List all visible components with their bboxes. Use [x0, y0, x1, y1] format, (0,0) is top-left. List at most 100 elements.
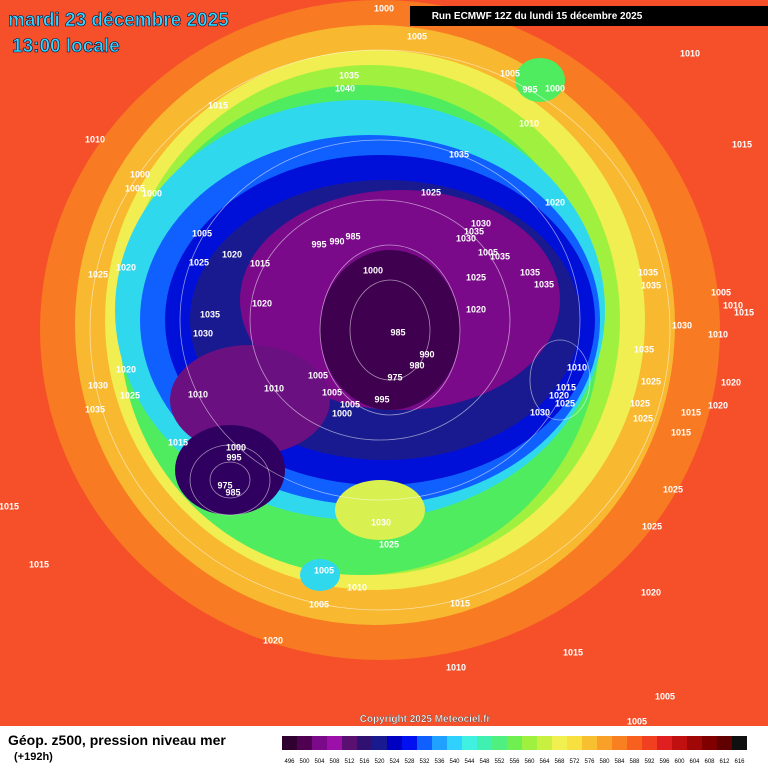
legend-label: 608: [704, 759, 715, 765]
isobar-label: 985: [390, 327, 405, 337]
legend-swatch: [297, 736, 312, 750]
isobar-label: 1015: [671, 427, 691, 437]
legend-swatch: [582, 736, 597, 750]
isobar-label: 1030: [530, 407, 550, 417]
isobar-label: 1010: [446, 662, 466, 672]
isobar-label: 1010: [519, 118, 539, 128]
legend-swatch: [372, 736, 387, 750]
legend-label: 564: [539, 759, 550, 765]
isobar-label: 1015: [29, 559, 49, 569]
legend-swatch: [342, 736, 357, 750]
isobar-label: 1005: [309, 599, 329, 609]
isobar-label: 1005: [655, 691, 675, 701]
geopotential-field: [40, 0, 720, 660]
color-legend: 496 500 504 508 512 516 520 524 528 532 536 540 544 5…: [282, 736, 747, 765]
legend-label: 504: [314, 759, 325, 765]
isobar-label: 1035: [339, 70, 359, 80]
legend-swatch: [417, 736, 432, 750]
isobar-label: 1030: [456, 233, 476, 243]
legend-swatch: [327, 736, 342, 750]
isobar-label: 1030: [193, 328, 213, 338]
legend-label: 576: [584, 759, 595, 765]
isobar-label: 1035: [534, 279, 554, 289]
copyright: Copyright 2025 Meteociel.fr: [360, 714, 491, 725]
legend-label: 548: [479, 759, 490, 765]
legend-swatch: [717, 736, 732, 750]
legend-swatch: [552, 736, 567, 750]
legend-label: 584: [614, 759, 625, 765]
isobar-label: 1035: [449, 149, 469, 159]
footer-label: Géop. z500, pression niveau mer: [8, 732, 226, 748]
isobar-label: 995: [226, 452, 241, 462]
isobar-label: 995: [311, 239, 326, 249]
legend-label: 516: [359, 759, 370, 765]
legend-label: 604: [689, 759, 700, 765]
isobar-label: 1015: [681, 407, 701, 417]
isobar-label: 1000: [142, 188, 162, 198]
isobar-label: 990: [329, 236, 344, 246]
legend-swatch: [627, 736, 642, 750]
isobar-label: 1025: [189, 257, 209, 267]
isobar-label: 1020: [252, 298, 272, 308]
isobar-label: 1010: [188, 389, 208, 399]
legend-swatch: [282, 736, 297, 750]
legend-swatch: [357, 736, 372, 750]
isobar-label: 1005: [711, 287, 731, 297]
isobar-label: 1020: [263, 635, 283, 645]
isobar-label: 1030: [88, 380, 108, 390]
legend-swatch: [447, 736, 462, 750]
isobar-label: 1030: [672, 320, 692, 330]
isobar-label: 1025: [421, 187, 441, 197]
isobar-labels: 1000 1005 1010 1035 1040 1005 995 1000 1015 1010 1…: [0, 3, 754, 726]
isobar-label: 1020: [222, 249, 242, 259]
legend-label: 588: [629, 759, 640, 765]
forecast-lead: (+192h): [14, 751, 53, 763]
isobar-label: 985: [345, 231, 360, 241]
isobar-label: 1005: [192, 228, 212, 238]
map-time: 13:00 locale: [12, 36, 120, 57]
legend-swatch: [312, 736, 327, 750]
isobar-label: 1025: [120, 390, 140, 400]
isobar-label: 1025: [630, 398, 650, 408]
isobar-label: 1015: [168, 437, 188, 447]
isobar-label: 1000: [130, 169, 150, 179]
isobar-label: 1035: [638, 267, 658, 277]
isobar-label: 1025: [663, 484, 683, 494]
isobar-label: 1025: [88, 269, 108, 279]
isobar-label: 1010: [723, 300, 743, 310]
legend-swatch: [507, 736, 522, 750]
isobar-label: 975: [387, 372, 402, 382]
isobar-label: 1040: [335, 83, 355, 93]
legend-swatch: [567, 736, 582, 750]
legend-label: 580: [599, 759, 610, 765]
isobar-label: 1035: [641, 280, 661, 290]
legend-label: 556: [509, 759, 520, 765]
legend-swatch: [522, 736, 537, 750]
legend-label: 572: [569, 759, 580, 765]
isobar-label: 1025: [555, 398, 575, 408]
legend-swatch: [687, 736, 702, 750]
legend-swatch: [477, 736, 492, 750]
isobar-label: 1025: [466, 272, 486, 282]
isobar-label: 1020: [721, 377, 741, 387]
run-info: Run ECMWF 12Z du lundi 15 décembre 2025: [432, 11, 643, 22]
isobar-label: 1010: [347, 582, 367, 592]
legend-swatch: [492, 736, 507, 750]
legend-label: 528: [404, 759, 415, 765]
legend-label: 560: [524, 759, 535, 765]
isobars: [89, 49, 671, 611]
legend-swatch: [612, 736, 627, 750]
isobar-label: 1005: [478, 247, 498, 257]
isobar-label: 995: [522, 84, 537, 94]
isobar-label: 1025: [633, 413, 653, 423]
isobar-label: 1035: [85, 404, 105, 414]
legend-swatch: [432, 736, 447, 750]
isobar-label: 1015: [450, 598, 470, 608]
legend-label: 592: [644, 759, 655, 765]
isobar-label: 1035: [490, 251, 510, 261]
isobar-label: 1005: [407, 31, 427, 41]
legend-label: 520: [374, 759, 385, 765]
isobar-label: 1020: [641, 587, 661, 597]
isobar-label: 1035: [464, 226, 484, 236]
